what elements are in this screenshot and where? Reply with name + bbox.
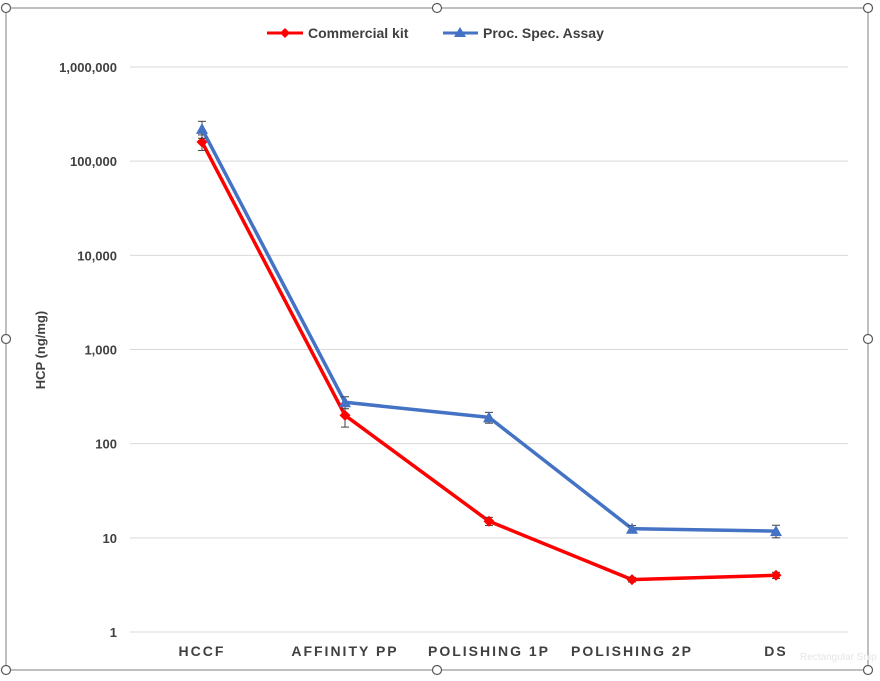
- x-tick-label: DS: [764, 643, 787, 659]
- watermark-text: Rectangular Snip: [800, 652, 877, 663]
- y-tick-label: 1,000,000: [59, 60, 117, 75]
- y-tick-label: 10,000: [77, 248, 117, 263]
- resize-handle[interactable]: [0, 2, 12, 14]
- legend-entry-proc-spec-assay[interactable]: Proc. Spec. Assay: [443, 25, 604, 41]
- y-tick-label: 1,000: [84, 343, 117, 358]
- legend-marker-commercial-kit: [280, 28, 290, 38]
- series-proc-spec-assay: [196, 120, 782, 539]
- y-tick-label: 100,000: [70, 154, 117, 169]
- legend-label-commercial-kit: Commercial kit: [308, 25, 409, 41]
- data-point: [483, 411, 495, 423]
- resize-handle[interactable]: [862, 333, 874, 345]
- y-tick-label: 10: [103, 531, 117, 546]
- resize-handle[interactable]: [0, 333, 12, 345]
- y-tick-label: 100: [95, 437, 117, 452]
- data-point: [196, 122, 208, 134]
- data-point: [339, 396, 351, 408]
- legend: Commercial kit Proc. Spec. Assay: [267, 25, 604, 41]
- data-point: [626, 574, 638, 586]
- resize-handle[interactable]: [431, 664, 443, 676]
- series-layer: [196, 120, 782, 586]
- resize-handle[interactable]: [862, 664, 874, 676]
- y-tick-label: 1: [110, 625, 117, 640]
- x-tick-label: AFFINITY PP: [291, 643, 398, 659]
- series-commercial-kit: [196, 134, 782, 586]
- legend-marker-proc-spec-assay: [454, 27, 466, 37]
- x-tick-label: HCCF: [179, 643, 226, 659]
- data-point: [339, 409, 351, 421]
- x-tick-label: POLISHING 1P: [428, 643, 550, 659]
- data-point: [770, 525, 782, 537]
- legend-entry-commercial-kit[interactable]: Commercial kit: [267, 25, 409, 41]
- legend-label-proc-spec-assay: Proc. Spec. Assay: [483, 25, 604, 41]
- x-tick-labels: HCCF AFFINITY PP POLISHING 1P POLISHING 2P D…: [179, 643, 787, 659]
- resize-handle[interactable]: [431, 2, 443, 14]
- data-point: [770, 569, 782, 581]
- resize-handle[interactable]: [0, 664, 12, 676]
- resize-handle[interactable]: [862, 2, 874, 14]
- gridlines: [130, 66, 848, 633]
- y-axis-label: HCP (ng/mg): [33, 311, 48, 389]
- x-tick-label: POLISHING 2P: [571, 643, 693, 659]
- y-tick-labels: 1 10 100 1,000 10,000 100,000 1,000,000: [59, 60, 117, 640]
- data-point: [196, 136, 208, 148]
- data-point: [483, 515, 495, 527]
- data-point: [626, 522, 638, 534]
